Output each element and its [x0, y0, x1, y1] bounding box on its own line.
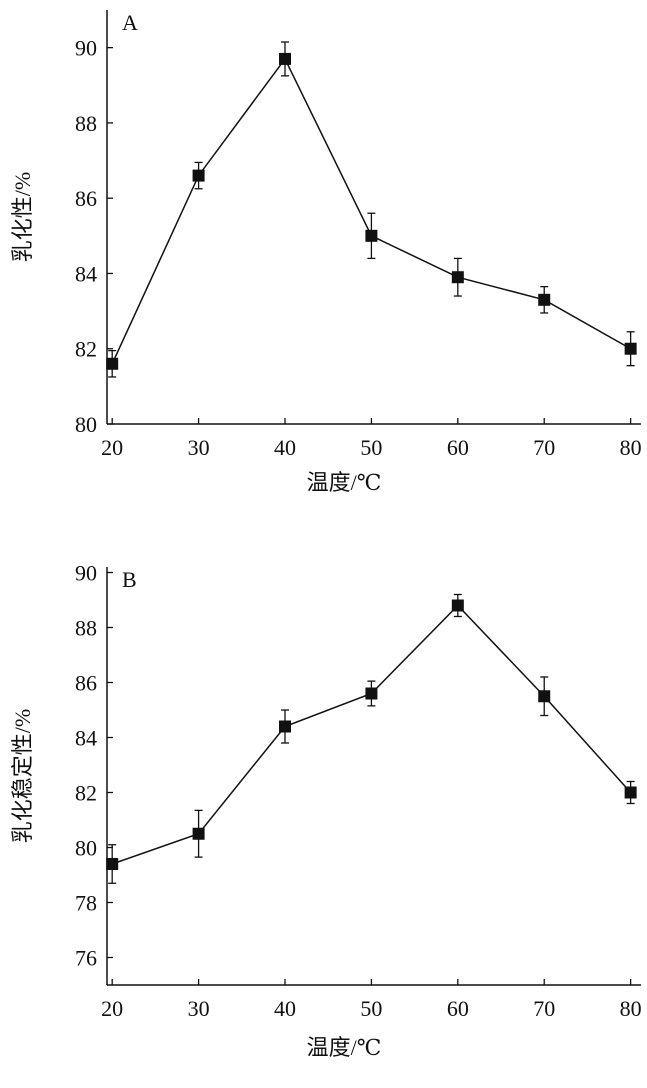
x-tick-label: 80: [620, 435, 642, 460]
y-axis-label: 乳化性/%: [10, 172, 35, 262]
x-tick-label: 40: [274, 435, 296, 460]
data-point: [365, 687, 378, 700]
panel-label: A: [122, 10, 138, 35]
y-tick-label: 88: [75, 111, 97, 136]
series-line: [111, 604, 632, 865]
x-tick-label: 40: [274, 996, 296, 1021]
data-point: [538, 293, 551, 306]
y-axis-label: 乳化稳定性/%: [10, 709, 35, 843]
x-tick-label: 50: [360, 435, 382, 460]
x-axis-label: 温度/℃: [307, 1035, 382, 1060]
x-tick-label: 70: [533, 435, 555, 460]
y-tick-label: 76: [75, 946, 97, 971]
y-tick-label: 88: [75, 616, 97, 641]
panel-A: 80 82 84 86 88 90 20 30 40 50 60 70 80 A 温度/℃ 乳化性/%: [10, 10, 642, 495]
data-point: [192, 827, 205, 840]
data-point: [624, 342, 637, 355]
y-tick-label: 82: [75, 781, 97, 806]
data-point: [279, 52, 291, 65]
y-tick-label: 78: [75, 891, 97, 916]
series-line: [111, 57, 632, 365]
x-tick-label: 60: [447, 996, 469, 1021]
panel-label: B: [122, 567, 137, 592]
y-tick-label: 84: [75, 726, 97, 751]
x-axis-label: 温度/℃: [307, 470, 382, 495]
y-tick-label: 86: [75, 186, 97, 211]
data-point: [451, 599, 464, 612]
data-point: [624, 786, 637, 799]
y-tick-label: 90: [75, 561, 97, 586]
data-point: [365, 229, 378, 242]
x-tick-label: 70: [533, 996, 555, 1021]
x-tick-label: 20: [101, 996, 123, 1021]
x-tick-label: 30: [188, 996, 210, 1021]
data-point: [192, 169, 205, 182]
y-tick-label: 90: [75, 36, 97, 61]
x-tick-label: 20: [101, 435, 123, 460]
x-tick-label: 50: [360, 996, 382, 1021]
y-tick-label: 80: [75, 836, 97, 861]
data-point: [538, 690, 551, 703]
x-tick-label: 60: [447, 435, 469, 460]
y-tick-label: 82: [75, 337, 97, 362]
y-tick-label: 84: [75, 261, 97, 286]
data-point: [279, 720, 291, 733]
x-tick-label: 80: [620, 996, 642, 1021]
data-point: [106, 858, 119, 870]
data-point: [451, 271, 464, 284]
x-tick-label: 30: [188, 435, 210, 460]
y-tick-label: 80: [75, 412, 97, 437]
panel-B: 76 78 80 82 84 86 88 90 20 30 40 50 60 70 80 B 温度/℃ 乳化稳定性…: [10, 561, 642, 1061]
y-tick-label: 86: [75, 671, 97, 696]
data-point: [106, 357, 119, 370]
